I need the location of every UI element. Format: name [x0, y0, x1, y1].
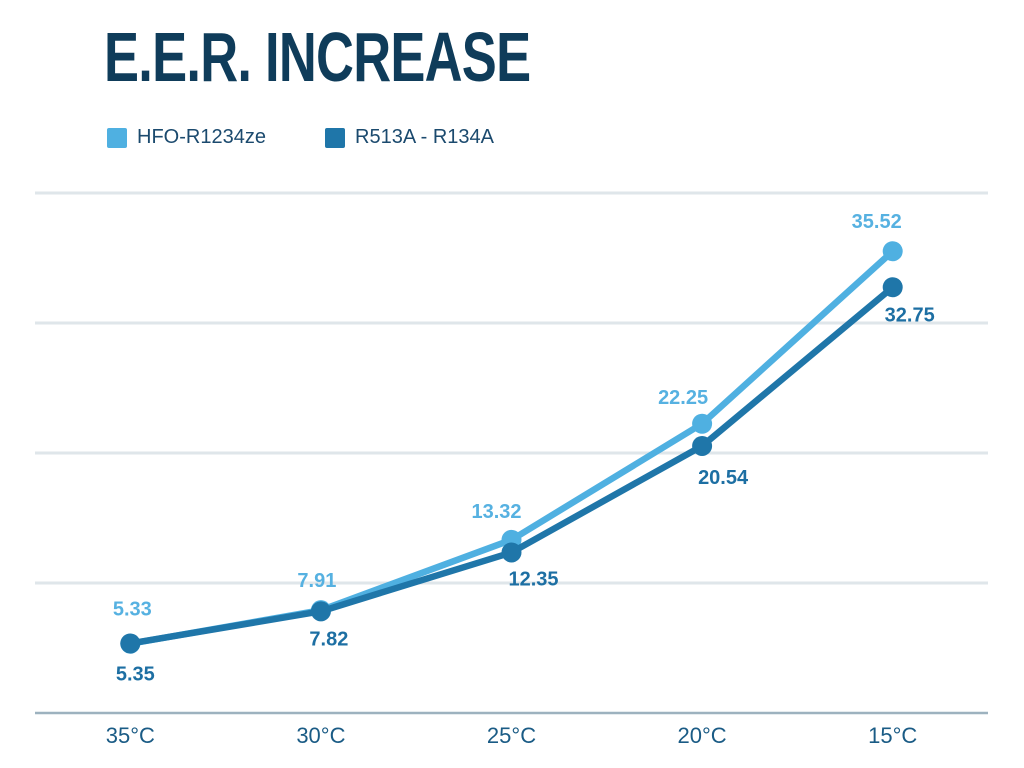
- data-label-s0-3: 22.25: [658, 387, 708, 409]
- data-label-s1-0: 5.35: [116, 663, 155, 685]
- data-point-s1-3: [692, 435, 713, 456]
- data-label-s0-4: 35.52: [852, 211, 902, 233]
- data-label-s0-1: 7.91: [297, 570, 336, 592]
- data-point-s0-4: [882, 241, 903, 262]
- legend-swatch-r513a: [325, 127, 345, 148]
- x-tick-label-2: 25°C: [487, 723, 536, 748]
- data-point-s1-1: [310, 601, 331, 622]
- x-tick-label-4: 15°C: [868, 723, 917, 748]
- data-point-s1-2: [501, 542, 522, 563]
- data-label-s1-2: 12.35: [508, 568, 558, 590]
- data-label-s1-3: 20.54: [698, 467, 749, 489]
- x-tick-label-0: 35°C: [106, 723, 155, 748]
- data-label-s0-0: 5.33: [113, 599, 152, 621]
- legend-label-r513a: R513A - R134A: [355, 126, 494, 148]
- legend-label-hfo: HFO-R1234ze: [137, 126, 266, 148]
- x-tick-label-1: 30°C: [296, 723, 345, 748]
- x-tick-label-3: 20°C: [678, 723, 727, 748]
- data-point-s1-4: [882, 277, 903, 298]
- legend-swatch-hfo: [107, 127, 127, 148]
- data-point-s0-3: [692, 413, 713, 434]
- data-label-s0-2: 13.32: [471, 501, 521, 523]
- data-point-s1-0: [120, 633, 141, 654]
- legend-item-hfo: HFO-R1234ze: [107, 126, 266, 149]
- chart-title: E.E.R. INCREASE: [104, 18, 531, 96]
- legend-item-r513a: R513A - R134A: [325, 126, 494, 149]
- data-label-s1-1: 7.82: [309, 628, 348, 650]
- data-label-s1-4: 32.75: [885, 304, 935, 326]
